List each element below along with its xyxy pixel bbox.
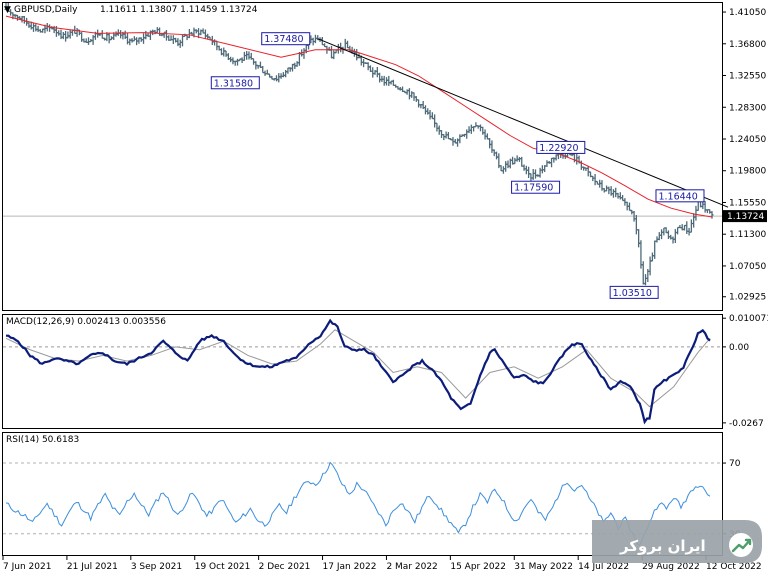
price-tick-label: 1.11300: [729, 230, 766, 240]
price-tick-label: 1.15550: [729, 198, 766, 208]
macd-pane: [2, 314, 723, 429]
current-price-tag: [723, 210, 767, 223]
price-pane-label: GBPUSD,Daily: [14, 5, 78, 15]
x-tick-label: 3 Sep 2021: [131, 562, 182, 572]
x-tick-label: 17 Jan 2022: [323, 562, 377, 572]
macd-main-line: [5, 318, 711, 425]
x-tick-label: 14 Jul 2022: [578, 562, 629, 572]
price-tick-label: 1.07050: [729, 262, 766, 272]
macd-signal-line: [5, 329, 711, 408]
rsi-tick-label: 70: [729, 459, 741, 469]
x-tick-label: 2 Dec 2021: [259, 562, 311, 572]
annotation-label: 1.17590: [514, 183, 553, 194]
ohlc-bar: [710, 211, 714, 219]
x-tick-label: 29 Aug 2022: [642, 562, 700, 572]
price-annotation: 1.31580: [210, 76, 260, 90]
x-tick-label: 15 Apr 2022: [450, 562, 506, 572]
price-tick-label: 1.28300: [729, 103, 766, 113]
watermark-logo: ایران بروکر: [592, 520, 762, 563]
price-tick-label: 1.19800: [729, 167, 766, 177]
axis-layer: 1.41050 1.36800 1.32550 1.28300 1.24050 1.198…: [2, 8, 768, 572]
price-pane-ohlc: 1.11611 1.13807 1.11459 1.13724: [100, 5, 258, 15]
annotation-label: 1.16440: [658, 191, 697, 202]
price-tick-label: 1.02925: [729, 293, 766, 303]
rsi-line: [5, 461, 711, 547]
macd-tick-label: 0.010071: [729, 314, 768, 324]
annotation-label: 1.03510: [613, 288, 652, 299]
price-pane-arrow-icon: ▼: [4, 5, 11, 15]
macd-series-layer: [3, 318, 722, 425]
price-annotation: 1.03510: [609, 285, 659, 299]
price-annotation: 1.22920: [536, 140, 586, 154]
annotation-label: 1.22920: [539, 143, 578, 154]
rsi-pane-label: RSI(14) 50.6183: [6, 435, 79, 445]
current-price-label: 1.13724: [727, 212, 764, 222]
price-tick-label: 1.41050: [729, 8, 766, 18]
price-bars: [4, 2, 714, 286]
moving-average-line: [5, 15, 713, 218]
x-tick-label: 12 Oct 2022: [706, 562, 762, 572]
trendline: [317, 38, 729, 208]
annotation-label: 1.37480: [264, 34, 303, 45]
price-series-layer: 1.37480 1.31580 1.22920 1.17590 1.16440 1.035…: [3, 2, 729, 299]
watermark-text: ایران بروکر: [619, 537, 706, 555]
price-pane: [2, 2, 723, 311]
price-tick-label: 1.24050: [729, 135, 766, 145]
x-tick-label: 31 May 2022: [514, 562, 573, 572]
price-tick-label: 1.32550: [729, 72, 766, 82]
price-annotation: 1.37480: [261, 32, 311, 46]
macd-tick-label: -0.0267: [729, 419, 764, 429]
x-tick-label: 7 Jun 2021: [3, 562, 51, 572]
x-tick-label: 21 Jul 2021: [67, 562, 118, 572]
rsi-series-layer: [3, 461, 722, 547]
macd-tick-label: 0.00: [729, 343, 749, 353]
price-annotation: 1.16440: [655, 189, 705, 203]
price-tick-label: 1.36800: [729, 40, 766, 50]
annotation-label: 1.31580: [214, 78, 253, 89]
macd-pane-label: MACD(12,26,9) 0.002413 0.003556: [6, 317, 166, 327]
x-tick-label: 2 Mar 2022: [386, 562, 437, 572]
x-tick-label: 19 Oct 2021: [195, 562, 251, 572]
price-annotation: 1.17590: [511, 180, 561, 194]
